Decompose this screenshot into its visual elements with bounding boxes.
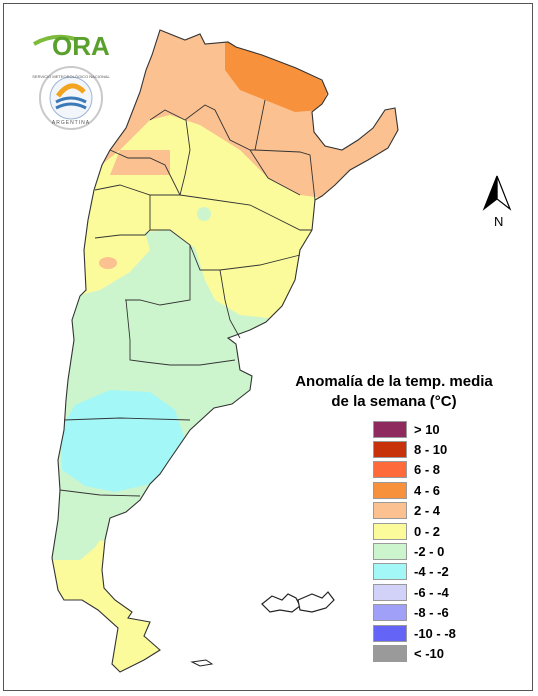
legend-swatch (373, 522, 407, 540)
legend-swatch (373, 502, 407, 520)
border-line (250, 149, 316, 201)
legend-swatch (373, 543, 407, 561)
compass: N (480, 173, 516, 234)
border-line (254, 99, 266, 151)
legend-item: 0 - 2 (373, 521, 456, 541)
ora-logo: ORA (33, 31, 110, 61)
legend-item: -10 - -8 (373, 623, 456, 643)
border-line (63, 417, 191, 421)
legend-label: < -10 (414, 645, 444, 661)
legend-item: > 10 (373, 419, 456, 439)
legend-label: -2 - 0 (414, 544, 445, 560)
legend-swatch (373, 461, 407, 479)
legend-swatch (373, 481, 407, 499)
legend-swatch (373, 420, 407, 438)
legend-swatch (373, 624, 407, 642)
smn-logo: SERVICIO METEOROLÓGICO NACIONAL ARGENTIN… (32, 66, 111, 130)
legend-item: 4 - 6 (373, 480, 456, 500)
legend-item: -6 - -4 (373, 582, 456, 602)
legend-title-line2: de la semana (°C) (331, 393, 457, 410)
isla-de-los-estados (190, 659, 214, 667)
legend-label: > 10 (414, 421, 440, 437)
legend-label: 6 - 8 (414, 462, 441, 478)
legend-item: -4 - -2 (373, 562, 456, 582)
border-line (125, 299, 236, 366)
legend-title-line1: Anomalía de la temp. media (295, 373, 493, 390)
border-line (219, 269, 241, 339)
ora-logo-text: ORA (52, 31, 110, 61)
border-line (179, 119, 191, 196)
border-line (125, 245, 191, 306)
anomaly-spot-minus2-0 (197, 207, 211, 221)
smn-country-text: ARGENTINA (52, 120, 90, 126)
border-line (94, 195, 151, 239)
smn-ring-text: SERVICIO METEOROLÓGICO NACIONAL (32, 74, 110, 79)
map-frame (3, 3, 533, 691)
legend-item: 8 - 10 (373, 439, 456, 459)
province-borders (59, 99, 316, 497)
legend-item: -2 - 0 (373, 541, 456, 561)
border-line (59, 489, 141, 497)
border-line (109, 149, 181, 196)
anomaly-region-minus4-minus2 (60, 390, 185, 492)
compass-letter: N (494, 214, 503, 229)
legend-item: 6 - 8 (373, 460, 456, 480)
legend-swatch (373, 604, 407, 622)
smn-logo-wave (55, 102, 87, 110)
smn-logo-wave (55, 96, 87, 104)
legend-item: 2 - 4 (373, 501, 456, 521)
legend-swatch (373, 583, 407, 601)
legend-label: -8 - -6 (414, 605, 449, 621)
legend-item: -8 - -6 (373, 603, 456, 623)
border-line (150, 229, 301, 271)
anomaly-region-4-6 (225, 40, 330, 112)
legend-label: 4 - 6 (414, 482, 441, 498)
legend-title: Anomalía de la temp. media de la semana … (288, 372, 500, 412)
legend-label: 2 - 4 (414, 503, 441, 519)
malvinas-islands (261, 591, 335, 613)
island-west (261, 593, 301, 613)
island-east (297, 591, 335, 613)
legend-label: 0 - 2 (414, 523, 441, 539)
ora-logo-swoosh (33, 34, 79, 46)
legend-swatch (373, 441, 407, 459)
legend: > 10 8 - 10 6 - 8 4 - 6 2 - 4 0 - 2 -2 -… (373, 419, 456, 664)
legend-label: 8 - 10 (414, 442, 448, 458)
north-arrow-icon: N (482, 175, 512, 229)
legend-label: -4 - -2 (414, 564, 449, 580)
legend-item: < -10 (373, 643, 456, 663)
legend-label: -10 - -8 (414, 625, 456, 641)
smn-logo-sun (55, 83, 86, 98)
border-line (94, 184, 312, 231)
legend-label: -6 - -4 (414, 584, 449, 600)
legend-swatch (373, 563, 407, 581)
legend-swatch (373, 644, 407, 662)
anomaly-spot-2-4 (99, 257, 117, 269)
border-line (149, 104, 301, 196)
